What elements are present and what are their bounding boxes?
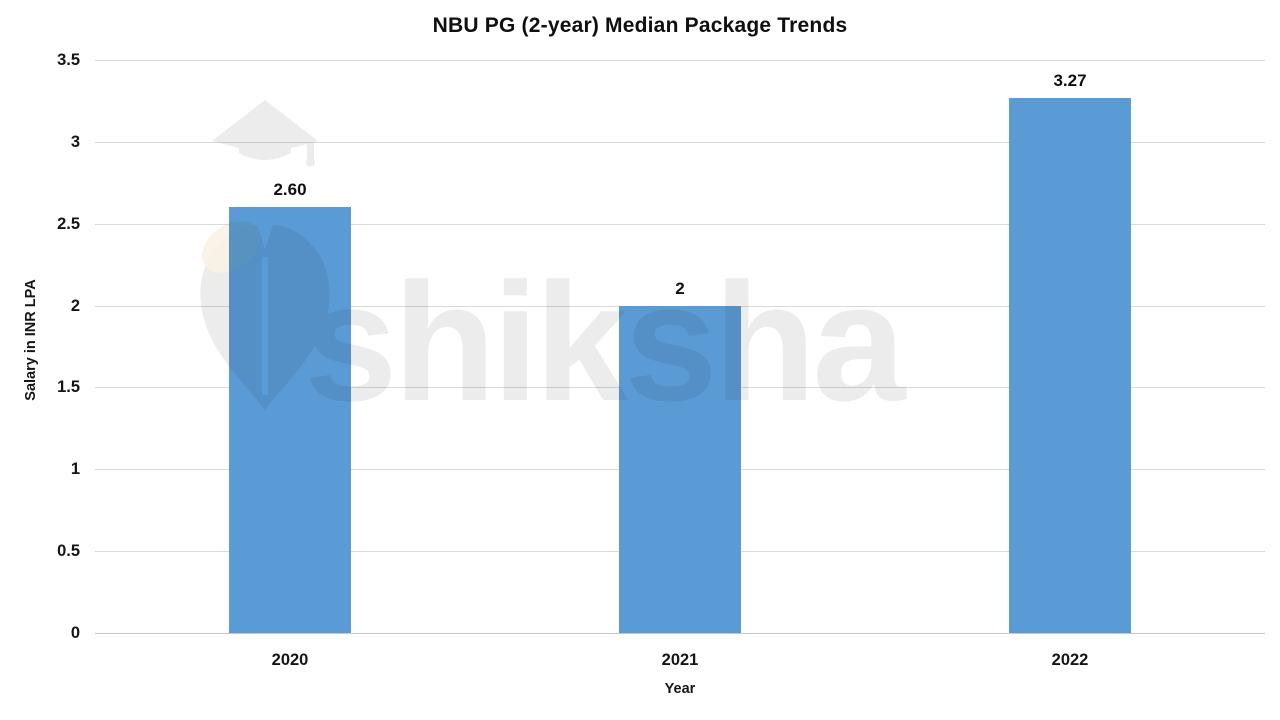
x-axis-title: Year xyxy=(664,681,696,697)
x-tick-label: 2022 xyxy=(1051,651,1089,669)
gridline xyxy=(95,633,1265,634)
bar-value-label: 2.60 xyxy=(273,180,307,200)
gridline xyxy=(95,223,1265,225)
y-tick-label: 0 xyxy=(70,624,80,642)
y-tick-label: 3 xyxy=(70,132,80,151)
gridline xyxy=(95,141,1265,143)
y-tick-label: 1.5 xyxy=(57,378,80,397)
x-tick-label: 2020 xyxy=(271,651,309,669)
bar-2020 xyxy=(229,207,351,633)
bar-value-label: 2 xyxy=(675,278,685,298)
y-tick-label: 2.5 xyxy=(57,214,80,233)
y-tick-label: 3.5 xyxy=(57,51,80,69)
y-tick-label: 2 xyxy=(70,296,80,315)
bar-value-label: 3.27 xyxy=(1053,70,1087,90)
x-tick-label: 2021 xyxy=(661,651,699,669)
bar-2021 xyxy=(619,305,741,633)
chart-title: NBU PG (2-year) Median Package Trends xyxy=(432,14,848,37)
y-tick-label: 1 xyxy=(70,460,80,479)
bar-2022 xyxy=(1009,97,1131,633)
gridline xyxy=(95,60,1265,61)
plot-area: 2.60 2 3.27 xyxy=(95,60,1265,634)
y-tick-label: 0.5 xyxy=(57,542,80,561)
